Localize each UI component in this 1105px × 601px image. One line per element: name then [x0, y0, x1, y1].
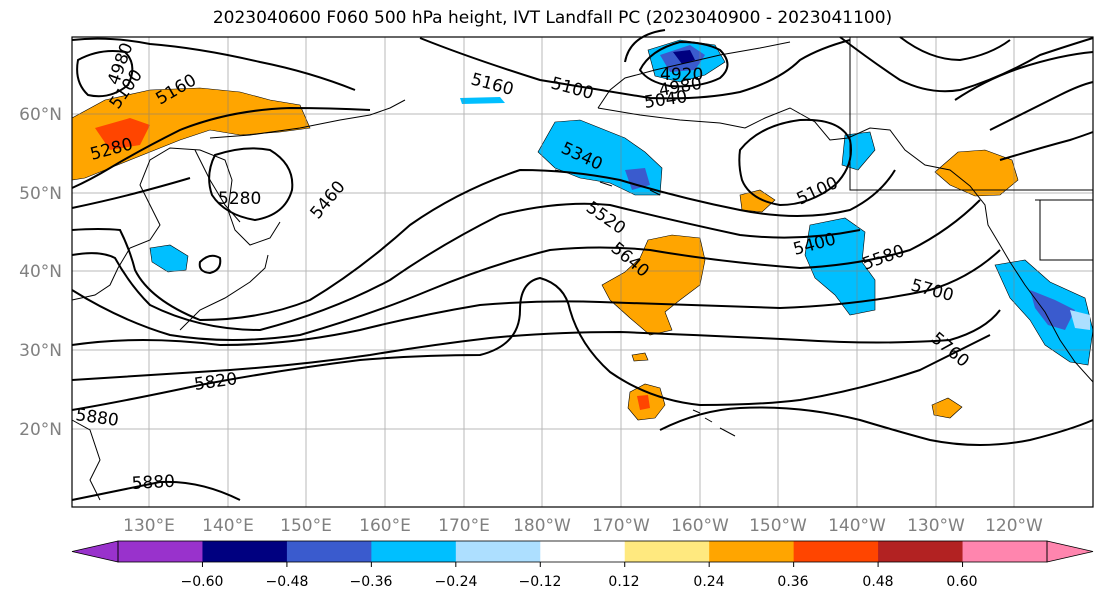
- lat-label: 30°N: [19, 341, 62, 361]
- lon-label: 170°W: [592, 516, 650, 536]
- ivt-shading: [71, 39, 1094, 421]
- strong-negative-pc-region: [1030, 290, 1075, 330]
- colorbar-tick-label: 0.60: [946, 574, 977, 590]
- contour-label: 5700: [909, 276, 956, 307]
- height-contours: [71, 29, 1094, 501]
- lon-label: 140°E: [202, 516, 254, 536]
- lat-label: 60°N: [19, 105, 62, 125]
- colorbar-tick-label: −0.24: [435, 574, 478, 590]
- colorbar-tick-label: −0.12: [519, 574, 562, 590]
- strongest-negative-pc-region: [673, 50, 695, 64]
- lon-label: 120°W: [985, 516, 1043, 536]
- colorbar-tick-label: 0.48: [862, 574, 893, 590]
- colorbar-labels: −0.60 −0.48 −0.36 −0.24 −0.12 0.12 0.24 …: [181, 574, 978, 590]
- positive-pc-region: [739, 189, 776, 213]
- lon-label: 150°E: [280, 516, 332, 536]
- colorbar-segment: [540, 541, 626, 562]
- contour-label: 5100: [794, 173, 842, 209]
- colorbar-min-extension: [71, 540, 119, 563]
- negative-pc-region: [149, 244, 189, 273]
- contour-label: 5880: [131, 472, 175, 494]
- lon-label: 150°W: [749, 516, 807, 536]
- map-frame: [71, 36, 1094, 508]
- colorbar-segment: [455, 541, 541, 562]
- colorbar-segment: [962, 541, 1048, 562]
- contour-label: 5040: [643, 87, 689, 113]
- contour-label: 5160: [469, 70, 516, 101]
- lat-label: 50°N: [19, 184, 62, 204]
- lon-label: 160°W: [671, 516, 729, 536]
- positive-pc-region: [934, 149, 1019, 197]
- colorbar: [71, 540, 1094, 567]
- positive-pc-region: [601, 234, 706, 336]
- lon-label: 140°W: [828, 516, 886, 536]
- lon-label: 130°W: [907, 516, 965, 536]
- colorbar-tick-label: −0.48: [266, 574, 309, 590]
- colorbar-segment: [118, 541, 203, 562]
- colorbar-tick-label: 0.36: [777, 574, 808, 590]
- lat-label: 40°N: [19, 262, 62, 282]
- contour-label: 5880: [74, 405, 120, 431]
- colorbar-segment: [709, 541, 795, 562]
- colorbar-segment: [878, 541, 964, 562]
- positive-pc-region: [631, 352, 649, 362]
- lon-label: 180°W: [513, 516, 571, 536]
- colorbar-segment: [624, 541, 710, 562]
- weak-negative-pc-region: [1070, 310, 1090, 330]
- contour-label: 5100: [549, 74, 596, 105]
- contour-label: 5820: [193, 369, 239, 395]
- colorbar-tick-label: 0.24: [693, 574, 724, 590]
- contour-label: 5460: [307, 177, 350, 223]
- strong-positive-pc-region: [637, 395, 650, 410]
- lat-label: 20°N: [19, 420, 62, 440]
- colorbar-segment: [286, 541, 372, 562]
- latitude-labels: 60°N 50°N 40°N 30°N 20°N: [19, 105, 62, 440]
- colorbar-max-extension: [1046, 540, 1094, 563]
- colorbar-tick-label: −0.60: [181, 574, 224, 590]
- colorbar-tick-label: −0.36: [350, 574, 393, 590]
- colorbar-frame: [117, 540, 1048, 563]
- colorbar-tick-label: 0.12: [608, 574, 639, 590]
- map-title: 2023040600 F060 500 hPa height, IVT Land…: [212, 8, 893, 28]
- lon-label: 170°E: [438, 516, 490, 536]
- contour-label: 5280: [218, 189, 261, 209]
- negative-pc-region: [460, 97, 505, 104]
- strong-negative-pc-region: [625, 168, 650, 190]
- contour-label: 5580: [860, 241, 907, 275]
- colorbar-segment: [793, 541, 879, 562]
- lon-label: 130°E: [123, 516, 175, 536]
- lon-label: 160°E: [359, 516, 411, 536]
- positive-pc-region: [931, 397, 963, 419]
- contour-label: 4920: [660, 65, 703, 85]
- longitude-labels: 130°E 140°E 150°E 160°E 170°E 180°W 170°…: [123, 516, 1043, 536]
- strong-positive-pc-region: [95, 118, 150, 150]
- colorbar-segment: [371, 541, 457, 562]
- graticule: [72, 37, 1093, 507]
- colorbar-segment: [202, 541, 288, 562]
